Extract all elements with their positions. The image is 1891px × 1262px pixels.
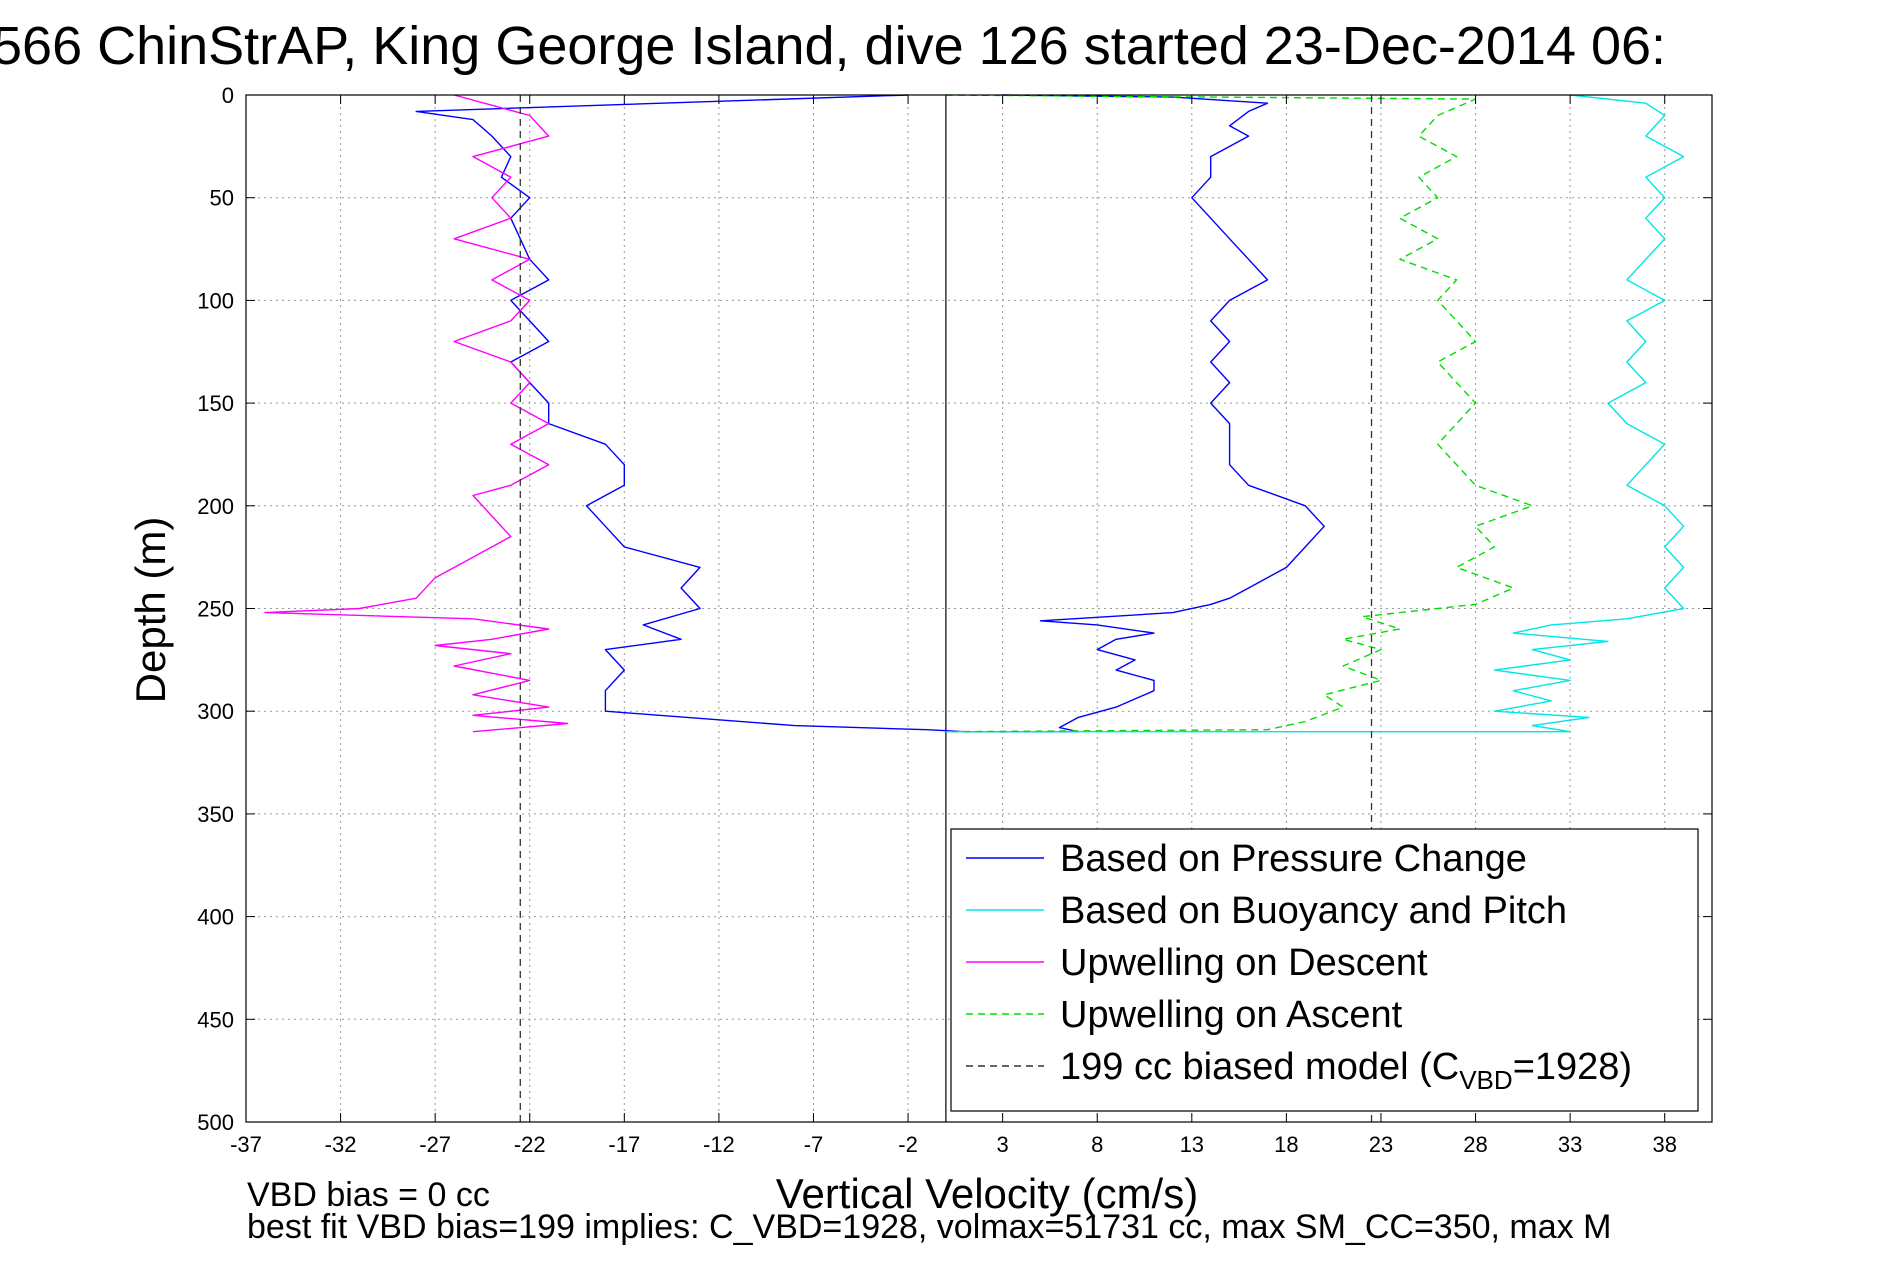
legend-label: Based on Pressure Change <box>1060 838 1527 880</box>
x-tick-label: -27 <box>419 1132 451 1157</box>
x-tick-label: 38 <box>1652 1132 1676 1157</box>
legend-label: Upwelling on Ascent <box>1060 994 1403 1036</box>
legend-label: Upwelling on Descent <box>1060 942 1428 984</box>
y-tick-label: 150 <box>197 391 234 416</box>
y-tick-label: 250 <box>197 597 234 622</box>
x-tick-label: 28 <box>1463 1132 1487 1157</box>
y-axis-label: Depth (m) <box>127 517 174 704</box>
x-tick-label: -2 <box>898 1132 918 1157</box>
x-tick-label: 23 <box>1369 1132 1393 1157</box>
legend: Based on Pressure Change Based on Buoyanc… <box>950 828 1699 1112</box>
y-tick-label: 100 <box>197 288 234 313</box>
y-tick-label: 450 <box>197 1007 234 1032</box>
annotation-vbd-bias: VBD bias = 0 cc <box>247 1176 490 1214</box>
legend-label: Based on Buoyancy and Pitch <box>1060 890 1567 932</box>
annotation-best-fit: best fit VBD bias=199 implies: C_VBD=192… <box>247 1208 1611 1246</box>
x-tick-label: 33 <box>1558 1132 1582 1157</box>
y-tick-label: 400 <box>197 905 234 930</box>
x-tick-label: -7 <box>804 1132 824 1157</box>
x-tick-label: 3 <box>997 1132 1009 1157</box>
y-tick-label: 300 <box>197 699 234 724</box>
series-line-3 <box>945 94 1533 733</box>
x-tick-label: 18 <box>1274 1132 1298 1157</box>
ticks: -37 -32 -27 -22 -17 -12 -7 -2 3 8 13 18 23 28 33 380501… <box>197 83 1712 1157</box>
y-tick-label: 0 <box>222 83 234 108</box>
x-tick-label: -17 <box>608 1132 640 1157</box>
y-tick-label: 50 <box>210 186 234 211</box>
x-tick-label: -32 <box>325 1132 357 1157</box>
legend-box <box>950 828 1699 1112</box>
x-tick-label: -12 <box>703 1132 735 1157</box>
x-axis-label: Vertical Velocity (cm/s) <box>776 1170 1198 1217</box>
x-tick-label: -37 <box>230 1132 262 1157</box>
x-tick-label: 13 <box>1180 1132 1204 1157</box>
chart-title: 566 ChinStrAP, King George Island, dive … <box>0 16 1666 76</box>
series-line-2 <box>264 94 569 733</box>
series-line-1 <box>945 94 1685 733</box>
y-tick-label: 500 <box>197 1110 234 1135</box>
x-tick-label: 8 <box>1091 1132 1103 1157</box>
y-tick-label: 200 <box>197 494 234 519</box>
x-tick-label: -22 <box>514 1132 546 1157</box>
series-line-0 <box>415 94 1325 733</box>
y-tick-label: 350 <box>197 802 234 827</box>
legend-label: 199 cc biased model (CVBD=1928) <box>1060 1046 1632 1095</box>
